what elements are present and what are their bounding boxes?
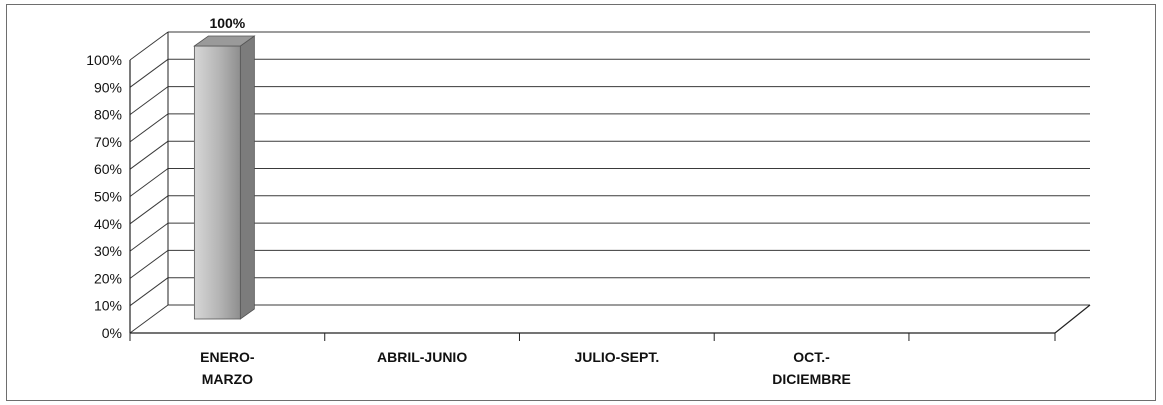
x-tick-label: ABRIL-JUNIO <box>377 349 467 365</box>
floor-right-edge <box>1054 304 1091 334</box>
y-tick-label: 20% <box>94 270 122 286</box>
bar <box>193 45 241 320</box>
gridline-wall <box>129 168 169 197</box>
gridline-wall <box>129 86 169 116</box>
bar-side <box>239 35 255 320</box>
y-tick-label: 40% <box>94 216 122 232</box>
y-tick-label: 50% <box>94 189 122 205</box>
gridline-wall <box>129 304 169 334</box>
gridline-wall <box>129 195 169 225</box>
bar-top <box>193 35 256 47</box>
gridline-wall <box>129 58 169 88</box>
gridline-wall <box>129 222 169 252</box>
y-tick-label: 100% <box>86 52 122 68</box>
gridline-wall <box>129 277 169 307</box>
y-tick-label: 0% <box>102 325 122 341</box>
x-tick-label: MARZO <box>202 371 253 387</box>
y-tick-label: 90% <box>94 79 122 95</box>
y-tick-label: 60% <box>94 161 122 177</box>
y-tick-label: 30% <box>94 243 122 259</box>
gridline-wall <box>129 140 169 170</box>
y-tick-label: 10% <box>94 298 122 314</box>
data-label: 100% <box>209 15 245 31</box>
gridline-wall <box>129 31 169 61</box>
y-tick-label: 80% <box>94 107 122 123</box>
x-tick-label: OCT.- <box>793 349 830 365</box>
y-tick-label: 70% <box>94 134 122 150</box>
x-tick-label: ENERO- <box>200 349 255 365</box>
gridline-wall <box>129 113 169 143</box>
x-tick-label: DICIEMBRE <box>772 371 851 387</box>
gridline-wall <box>129 249 169 279</box>
x-tick-label: JULIO-SEPT. <box>574 349 659 365</box>
